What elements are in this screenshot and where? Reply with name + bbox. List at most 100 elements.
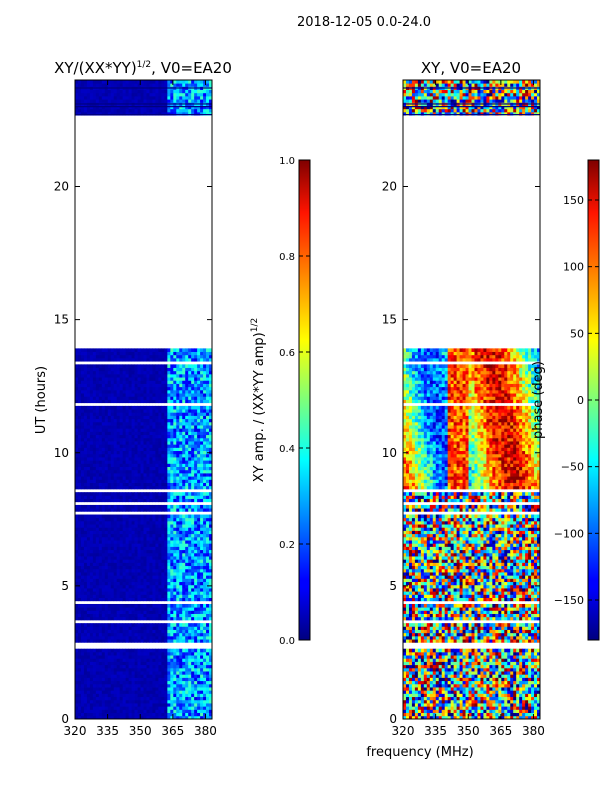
amp-heatmap-cell	[152, 348, 156, 352]
amp-heatmap-cell	[98, 671, 103, 675]
amp-heatmap-cell	[125, 476, 130, 480]
amp-heatmap-cell	[209, 492, 212, 496]
amp-heatmap-cell	[182, 389, 186, 394]
amp-heatmap-cell	[170, 581, 174, 586]
amp-heatmap-cell	[203, 687, 207, 691]
amp-heatmap-cell	[92, 479, 97, 483]
amp-heatmap-cell	[125, 409, 130, 413]
amp-heatmap-cell	[75, 466, 79, 471]
amp-heatmap-cell	[98, 591, 103, 595]
amp-heatmap-cell	[197, 482, 201, 487]
amp-heatmap-cell	[113, 444, 118, 448]
amp-heatmap-cell	[128, 415, 132, 420]
amp-heatmap-cell	[77, 613, 82, 618]
amp-heatmap-cell	[75, 370, 79, 375]
amp-heatmap-cell	[191, 370, 195, 375]
amp-heatmap-cell	[161, 610, 165, 614]
amp-heatmap-cell	[179, 434, 183, 439]
amp-heatmap-cell	[116, 492, 121, 496]
amp-heatmap-cell	[83, 540, 88, 544]
amp-heatmap-cell	[197, 699, 201, 704]
amp-heatmap-cell	[80, 556, 85, 560]
amp-heatmap-cell	[137, 517, 141, 522]
amp-heatmap-cell	[110, 453, 115, 458]
amp-heatmap-cell	[110, 635, 115, 640]
amp-heatmap-cell	[185, 565, 189, 570]
amp-heatmap-cell	[110, 437, 115, 442]
amp-heatmap-cell	[119, 613, 124, 618]
amp-heatmap-cell	[95, 578, 100, 583]
amp-heatmap-cell	[75, 597, 79, 602]
amp-heatmap-cell	[89, 399, 94, 404]
amp-heatmap-cell	[110, 543, 115, 547]
amp-heatmap-cell	[182, 626, 186, 630]
amp-heatmap-cell	[200, 610, 204, 614]
amp-heatmap-cell	[182, 418, 186, 423]
amp-heatmap-cell	[134, 667, 138, 672]
amp-heatmap-cell	[161, 588, 165, 592]
amp-heatmap-cell	[173, 428, 177, 432]
amp-heatmap-cell	[146, 597, 150, 602]
amp-heatmap-cell	[140, 552, 144, 557]
amp-heatmap-cell	[194, 370, 198, 375]
amp-heatmap-cell	[152, 364, 156, 368]
amp-heatmap-cell	[197, 562, 201, 567]
amp-heatmap-cell	[170, 533, 174, 538]
amp-heatmap-cell	[113, 658, 118, 662]
amp-heatmap-cell	[167, 597, 171, 602]
amp-heatmap-cell	[137, 562, 141, 567]
amp-heatmap-cell	[161, 626, 165, 630]
amp-heatmap-cell	[77, 380, 82, 384]
amp-heatmap-cell	[83, 687, 88, 691]
amp-heatmap-cell	[116, 434, 121, 439]
amp-heatmap-cell	[203, 504, 207, 509]
amp-heatmap-cell	[107, 565, 112, 570]
amp-heatmap-cell	[83, 517, 88, 522]
amp-heatmap-cell	[176, 635, 180, 640]
amp-heatmap-cell	[143, 492, 147, 496]
amp-heatmap-cell	[143, 683, 147, 688]
amp-heatmap-cell	[206, 572, 210, 576]
amp-heatmap-cell	[209, 517, 212, 522]
amp-heatmap-cell	[83, 565, 88, 570]
amp-heatmap-cell	[107, 450, 112, 455]
amp-heatmap-cell	[179, 591, 183, 595]
amp-heatmap-cell	[122, 351, 127, 356]
amp-heatmap-cell	[110, 476, 115, 480]
amp-heatmap-cell	[209, 367, 212, 372]
amp-heatmap-cell	[128, 460, 132, 464]
amp-heatmap-cell	[131, 472, 135, 477]
amp-heatmap-cell	[149, 453, 153, 458]
amp-heatmap-cell	[110, 492, 115, 496]
amp-heatmap-cell	[95, 715, 100, 719]
amp-heatmap-cell	[122, 588, 127, 592]
amp-heatmap-cell	[92, 610, 97, 614]
amp-heatmap-cell	[143, 623, 147, 627]
amp-heatmap-cell	[131, 466, 135, 471]
amp-heatmap-cell	[92, 687, 97, 691]
amp-heatmap-cell	[173, 626, 177, 630]
amp-heatmap-cell	[128, 453, 132, 458]
amp-heatmap-cell	[104, 568, 109, 573]
amp-heatmap-cell	[125, 428, 130, 432]
amp-heatmap-cell	[206, 603, 210, 608]
amp-heatmap-cell	[140, 399, 144, 404]
amp-heatmap-cell	[173, 655, 177, 659]
amp-heatmap-cell	[134, 661, 138, 666]
amp-heatmap-cell	[110, 597, 115, 602]
amp-heatmap-cell	[197, 457, 201, 461]
amp-heatmap-cell	[155, 428, 159, 432]
amp-heatmap-cell	[176, 559, 180, 563]
amp-heatmap-cell	[86, 565, 91, 570]
amp-heatmap-cell	[194, 492, 198, 496]
amp-heatmap-cell	[158, 635, 162, 640]
amp-heatmap-cell	[134, 504, 138, 509]
amp-heatmap-cell	[197, 603, 201, 608]
amp-heatmap-cell	[197, 575, 201, 579]
amp-heatmap-cell	[194, 578, 198, 583]
amp-heatmap-cell	[101, 517, 106, 522]
amp-heatmap-cell	[182, 575, 186, 579]
amp-heatmap-cell	[155, 457, 159, 461]
amp-heatmap-cell	[122, 377, 127, 381]
